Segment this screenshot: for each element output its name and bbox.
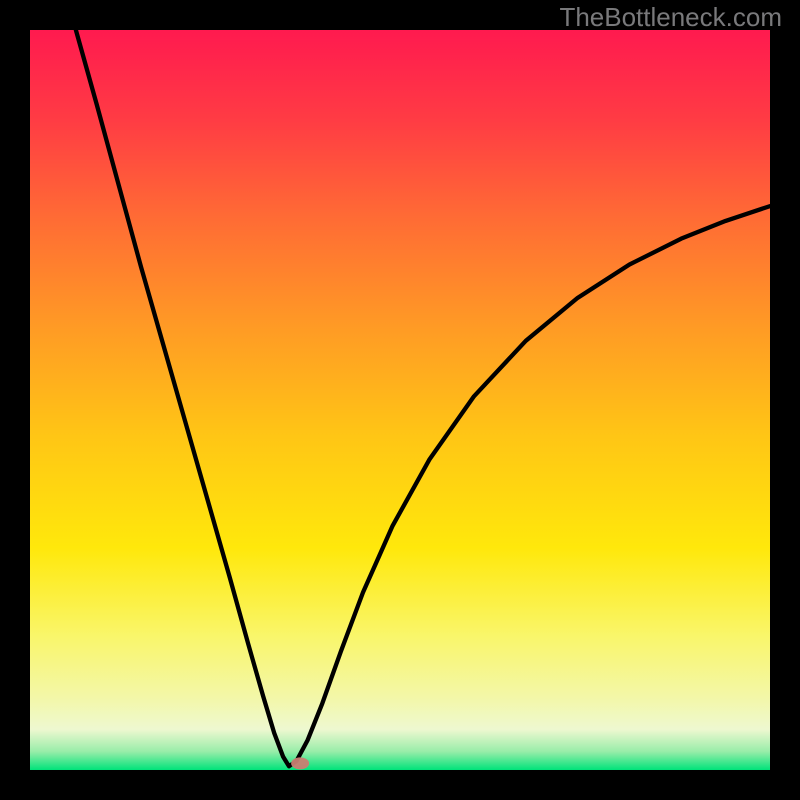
plot-gradient-background <box>30 30 770 770</box>
bottleneck-chart <box>0 0 800 800</box>
minimum-marker <box>291 757 309 769</box>
watermark-text: TheBottleneck.com <box>559 2 782 33</box>
chart-frame: TheBottleneck.com <box>0 0 800 800</box>
